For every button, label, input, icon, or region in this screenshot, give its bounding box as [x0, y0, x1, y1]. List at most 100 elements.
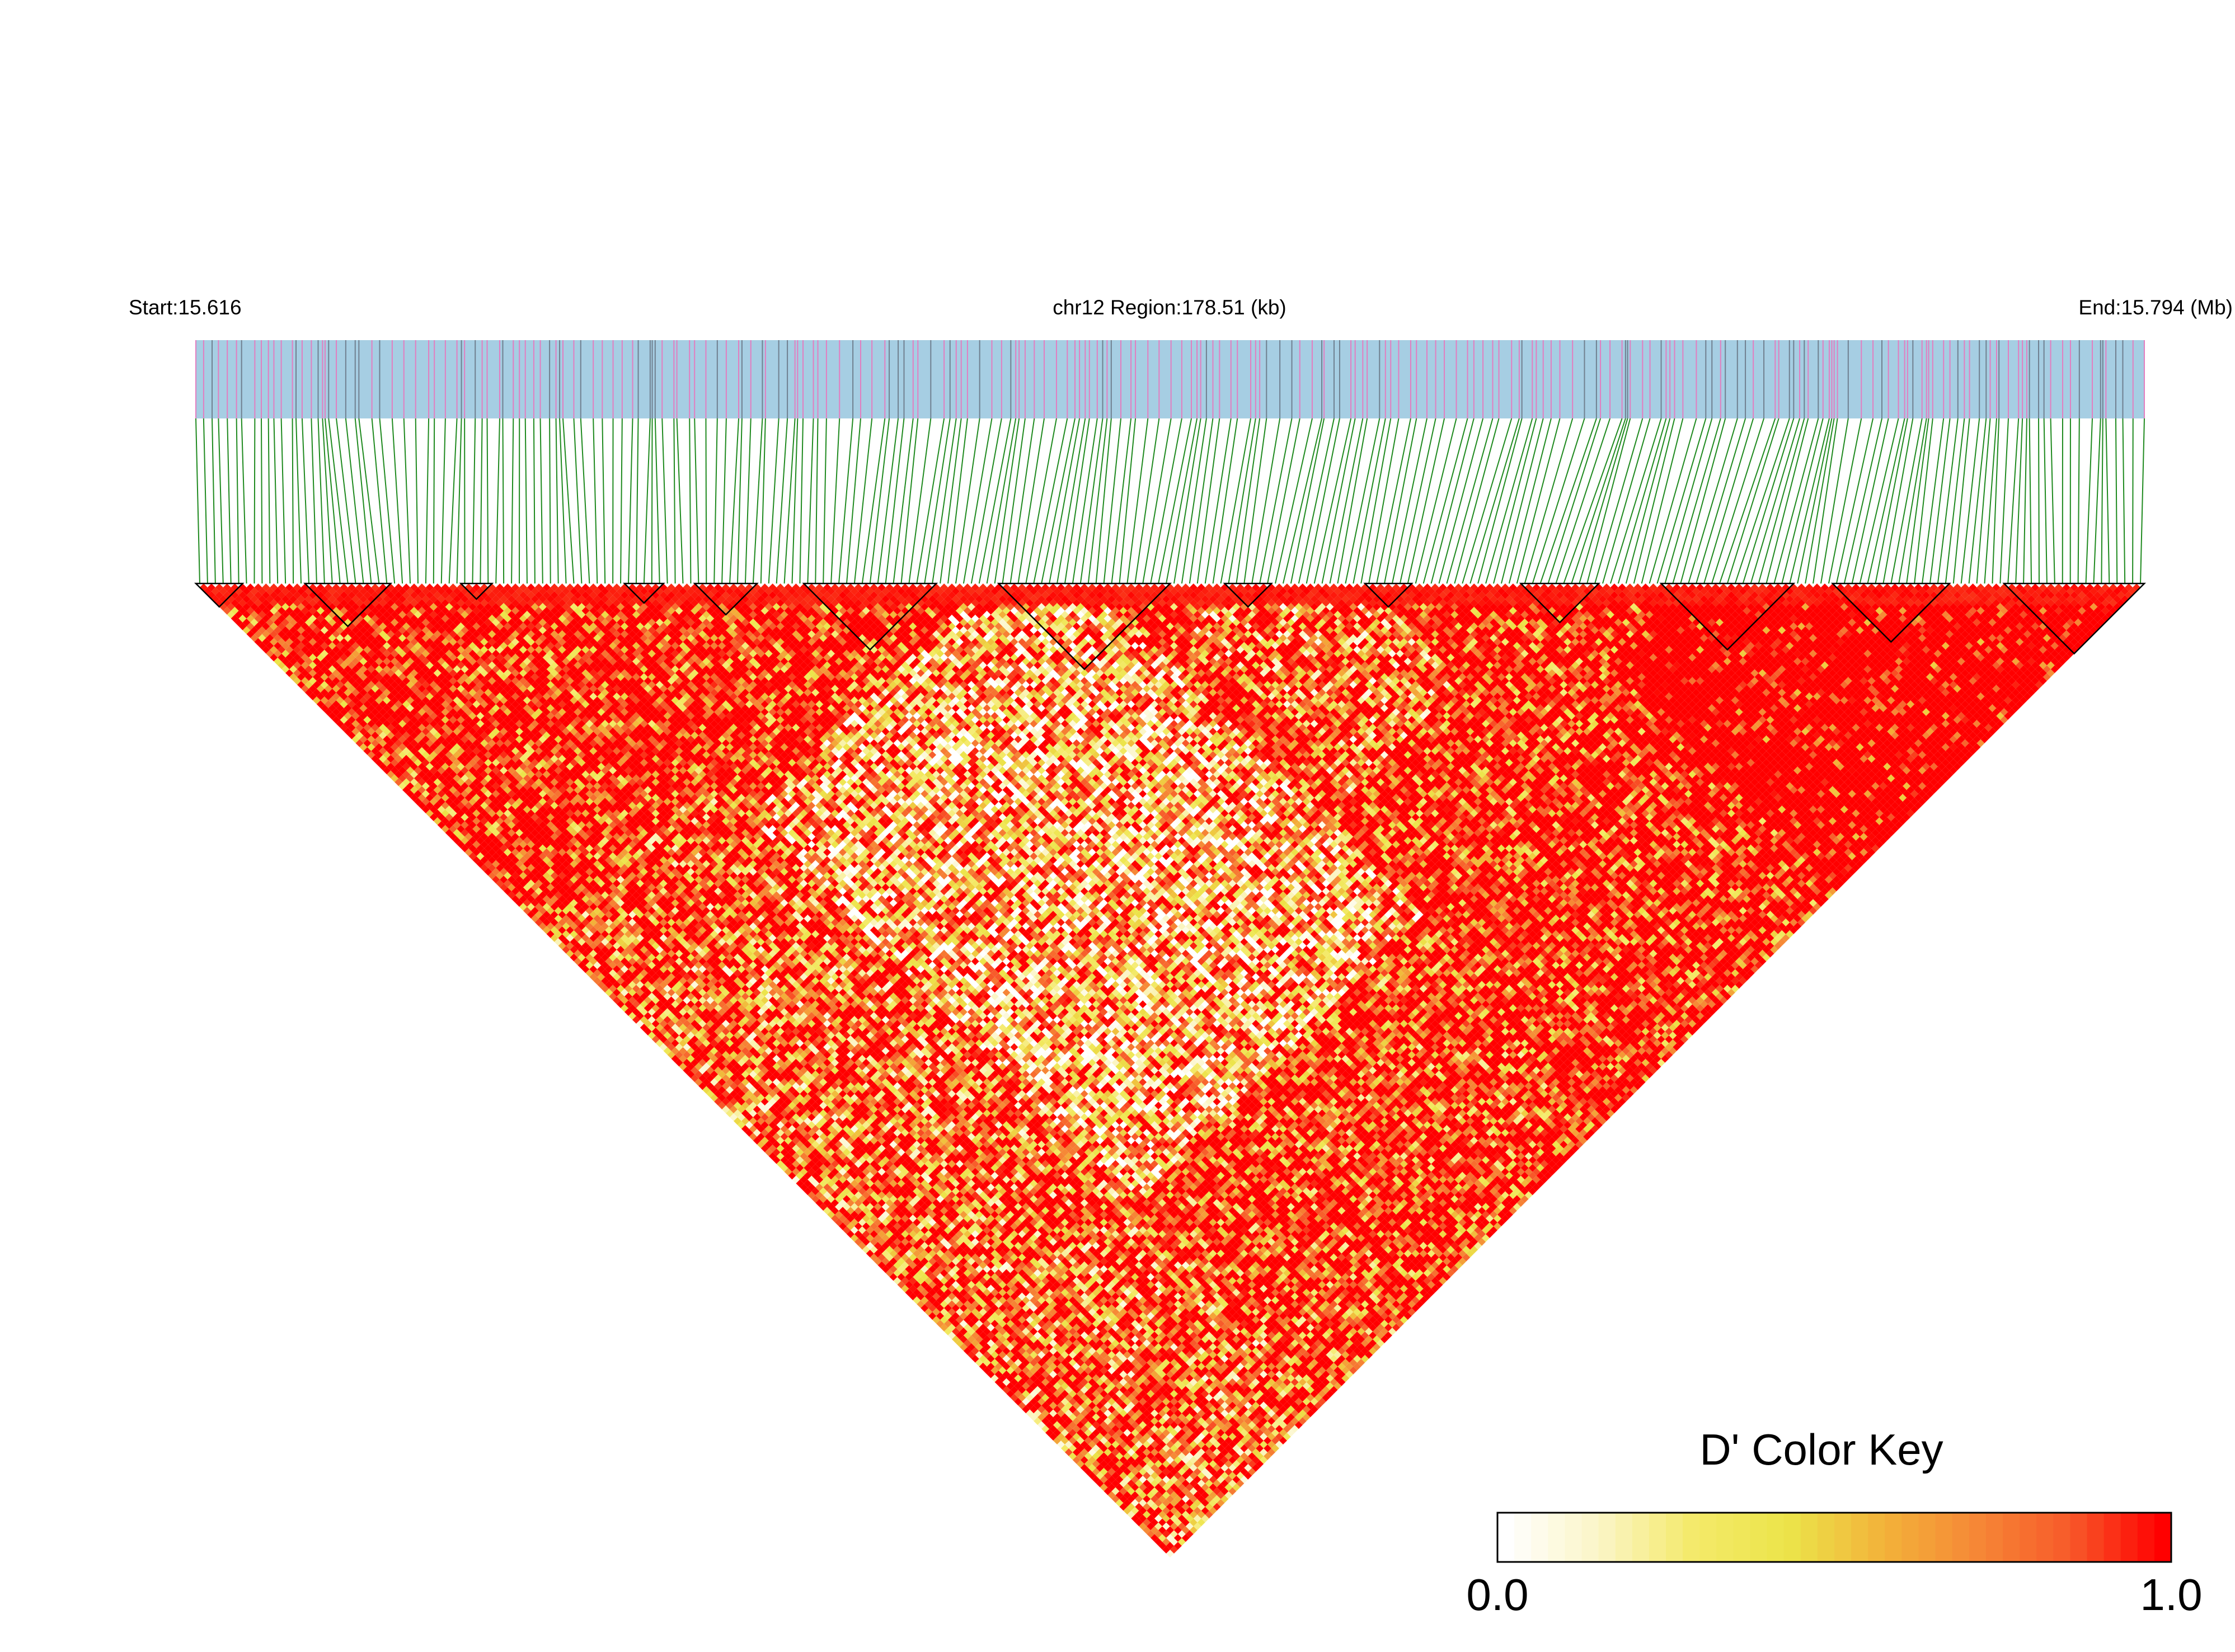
- snp-connector-line: [807, 418, 813, 583]
- snp-connector-line: [1127, 418, 1148, 583]
- snp-connector-line: [1650, 418, 1697, 583]
- snp-connector-line: [1883, 418, 1913, 583]
- snp-connector-line: [2023, 418, 2027, 583]
- snp-connector-line: [227, 418, 231, 583]
- snp-connector-line: [1034, 418, 1067, 583]
- snp-connector-line: [1166, 418, 1197, 583]
- snp-connector-line: [2093, 418, 2100, 583]
- snp-connector-line: [870, 418, 889, 583]
- snp-track-background: [196, 340, 2144, 418]
- snp-connector-line: [689, 418, 691, 583]
- snp-connector-line: [738, 418, 742, 583]
- snp-connector-line: [1065, 418, 1090, 583]
- snp-connector-line: [1743, 418, 1794, 583]
- snp-connector-line: [1665, 418, 1712, 583]
- snp-connector-line: [503, 418, 504, 583]
- snp-connector-line: [847, 418, 861, 583]
- snp-connector-line: [472, 418, 475, 583]
- snp-connector-line: [730, 418, 739, 583]
- snp-connector-line: [644, 418, 650, 583]
- snp-connector-line: [800, 418, 803, 583]
- snp-connector-line: [761, 418, 766, 583]
- snp-connector-line: [1174, 418, 1201, 583]
- snp-connector-line: [1533, 418, 1585, 583]
- snp-connector-line: [274, 418, 278, 583]
- snp-connector-line: [1291, 418, 1324, 583]
- snp-connector-line: [2106, 418, 2109, 583]
- snp-connector-line: [269, 418, 270, 583]
- snp-connector-line: [480, 418, 482, 583]
- snp-connector-line: [426, 418, 429, 583]
- snp-connector-line: [416, 418, 418, 583]
- snp-connector-line: [2101, 418, 2102, 583]
- snp-connector-line: [1860, 418, 1899, 583]
- snp-connector-line: [677, 418, 683, 583]
- region-label: chr12 Region:178.51 (kb): [1053, 296, 1286, 319]
- snp-connector-line: [1073, 418, 1097, 583]
- snp-connector-line: [854, 418, 872, 583]
- snp-connector-line: [392, 418, 402, 583]
- snp-connector-line: [2116, 418, 2117, 583]
- snp-connector-line: [2123, 418, 2125, 583]
- snp-connector-line: [556, 418, 558, 583]
- snp-connector-line: [714, 418, 717, 583]
- snp-connector-line: [1517, 418, 1560, 583]
- snp-connector-line: [1057, 418, 1085, 583]
- snp-connector-line: [1571, 418, 1626, 583]
- snp-connector-line: [932, 418, 956, 583]
- snp-connector-line: [831, 418, 839, 583]
- snp-connector-line: [839, 418, 853, 583]
- snp-connector-line: [1992, 418, 1999, 583]
- snp-connector-line: [2000, 418, 2008, 583]
- snp-connector-line: [694, 418, 698, 583]
- snp-connector-line: [1634, 418, 1675, 583]
- snp-connector-line: [917, 418, 944, 583]
- snp-connector-line: [293, 418, 294, 583]
- snp-connector-line: [1852, 418, 1889, 583]
- snp-connector-line: [218, 418, 223, 583]
- snp-connector-line: [1984, 418, 1997, 583]
- snp-connector-line: [442, 418, 445, 583]
- snp-connector-line: [674, 418, 675, 583]
- snp-connector-line: [541, 418, 543, 583]
- snp-connector-line: [581, 418, 590, 583]
- snp-connector-line: [745, 418, 751, 583]
- snp-connector-line: [2140, 418, 2144, 583]
- snp-connector-line: [254, 418, 255, 583]
- snp-connector-line: [995, 418, 1020, 583]
- snp-connector-line: [296, 418, 301, 583]
- snp-connector-line: [1049, 418, 1079, 583]
- snp-connector-line: [1228, 418, 1255, 583]
- snp-connector-line: [909, 418, 931, 583]
- snp-connector-line: [1182, 418, 1206, 583]
- snp-connector-line: [2078, 418, 2079, 583]
- snp-connector-line: [237, 418, 239, 583]
- snp-connector-line: [1680, 418, 1725, 583]
- snp-connector-line: [2051, 418, 2055, 583]
- snp-connector-line: [1751, 418, 1800, 583]
- snp-connector-line: [722, 418, 726, 583]
- snp-connector-line: [1720, 418, 1775, 583]
- snp-connector-line: [574, 418, 581, 583]
- snp-connector-line: [1275, 418, 1312, 583]
- snp-connector-line: [196, 418, 200, 583]
- snp-connector-line: [1704, 418, 1753, 583]
- snp-connector-line: [1158, 418, 1191, 583]
- snp-connector-line: [1361, 418, 1391, 583]
- end-position-label: End:15.794 (Mb): [2078, 296, 2233, 319]
- snp-connector-line: [1844, 418, 1882, 583]
- snp-connector-line: [862, 418, 885, 583]
- snp-connector-line: [1470, 418, 1519, 583]
- snp-connector-line: [815, 418, 818, 583]
- snp-connector-line: [1384, 418, 1416, 583]
- snp-connector-line: [457, 418, 462, 583]
- snp-connector-line: [1961, 418, 1980, 583]
- snp-connector-line: [1501, 418, 1543, 583]
- snp-position-track: [196, 340, 2144, 418]
- snp-connector-line: [1868, 418, 1905, 583]
- snp-connector-line: [823, 418, 827, 583]
- snp-connector-line: [281, 418, 286, 583]
- snp-connector-line: [1603, 418, 1650, 583]
- snp-connector-lines: [196, 418, 2144, 583]
